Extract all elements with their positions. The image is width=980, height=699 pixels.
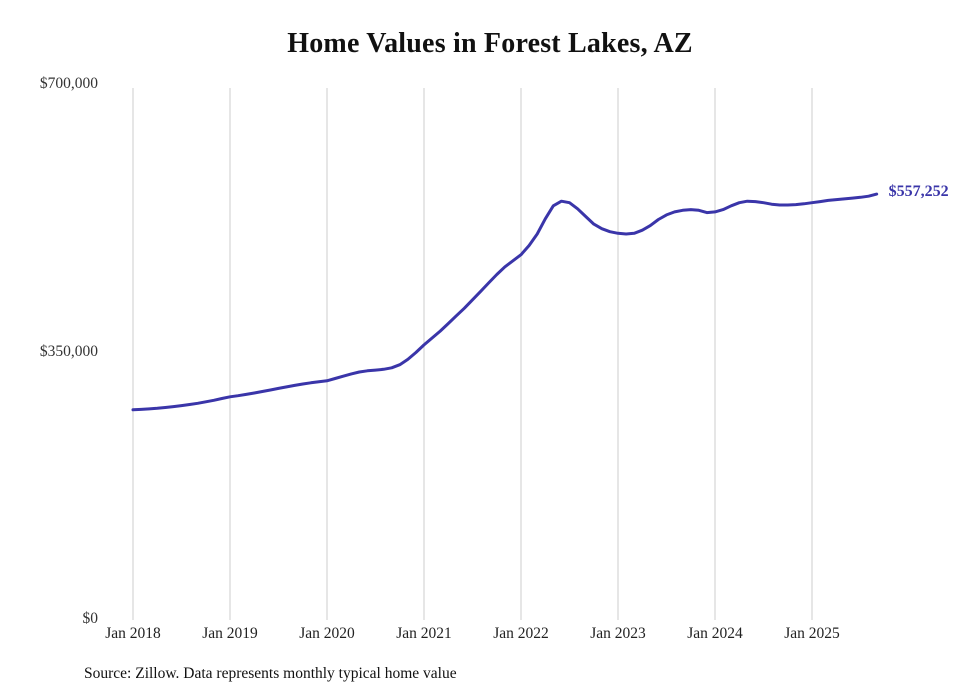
end-value-label: $557,252 [888, 183, 949, 201]
y-axis-tick-label: $350,000 [39, 342, 98, 360]
x-axis-tick-label: Jan 2020 [299, 625, 355, 642]
home-value-line [131, 192, 879, 412]
x-axis-tick-label: Jan 2024 [687, 625, 743, 642]
x-axis-tick-label: Jan 2021 [396, 625, 452, 642]
x-axis-tick-label: Jan 2019 [202, 625, 258, 642]
x-axis-tick-label: Jan 2025 [784, 625, 840, 642]
y-axis-tick-label: $0 [82, 610, 99, 627]
chart-title: Home Values in Forest Lakes, AZ [287, 28, 693, 59]
y-axis-tick-label: $700,000 [39, 75, 98, 92]
source-note: Source: Zillow. Data represents monthly … [84, 665, 457, 682]
x-axis-tick-label: Jan 2018 [105, 625, 161, 642]
x-axis-tick-label: Jan 2022 [493, 625, 549, 642]
x-axis-tick-label: Jan 2023 [590, 625, 646, 642]
